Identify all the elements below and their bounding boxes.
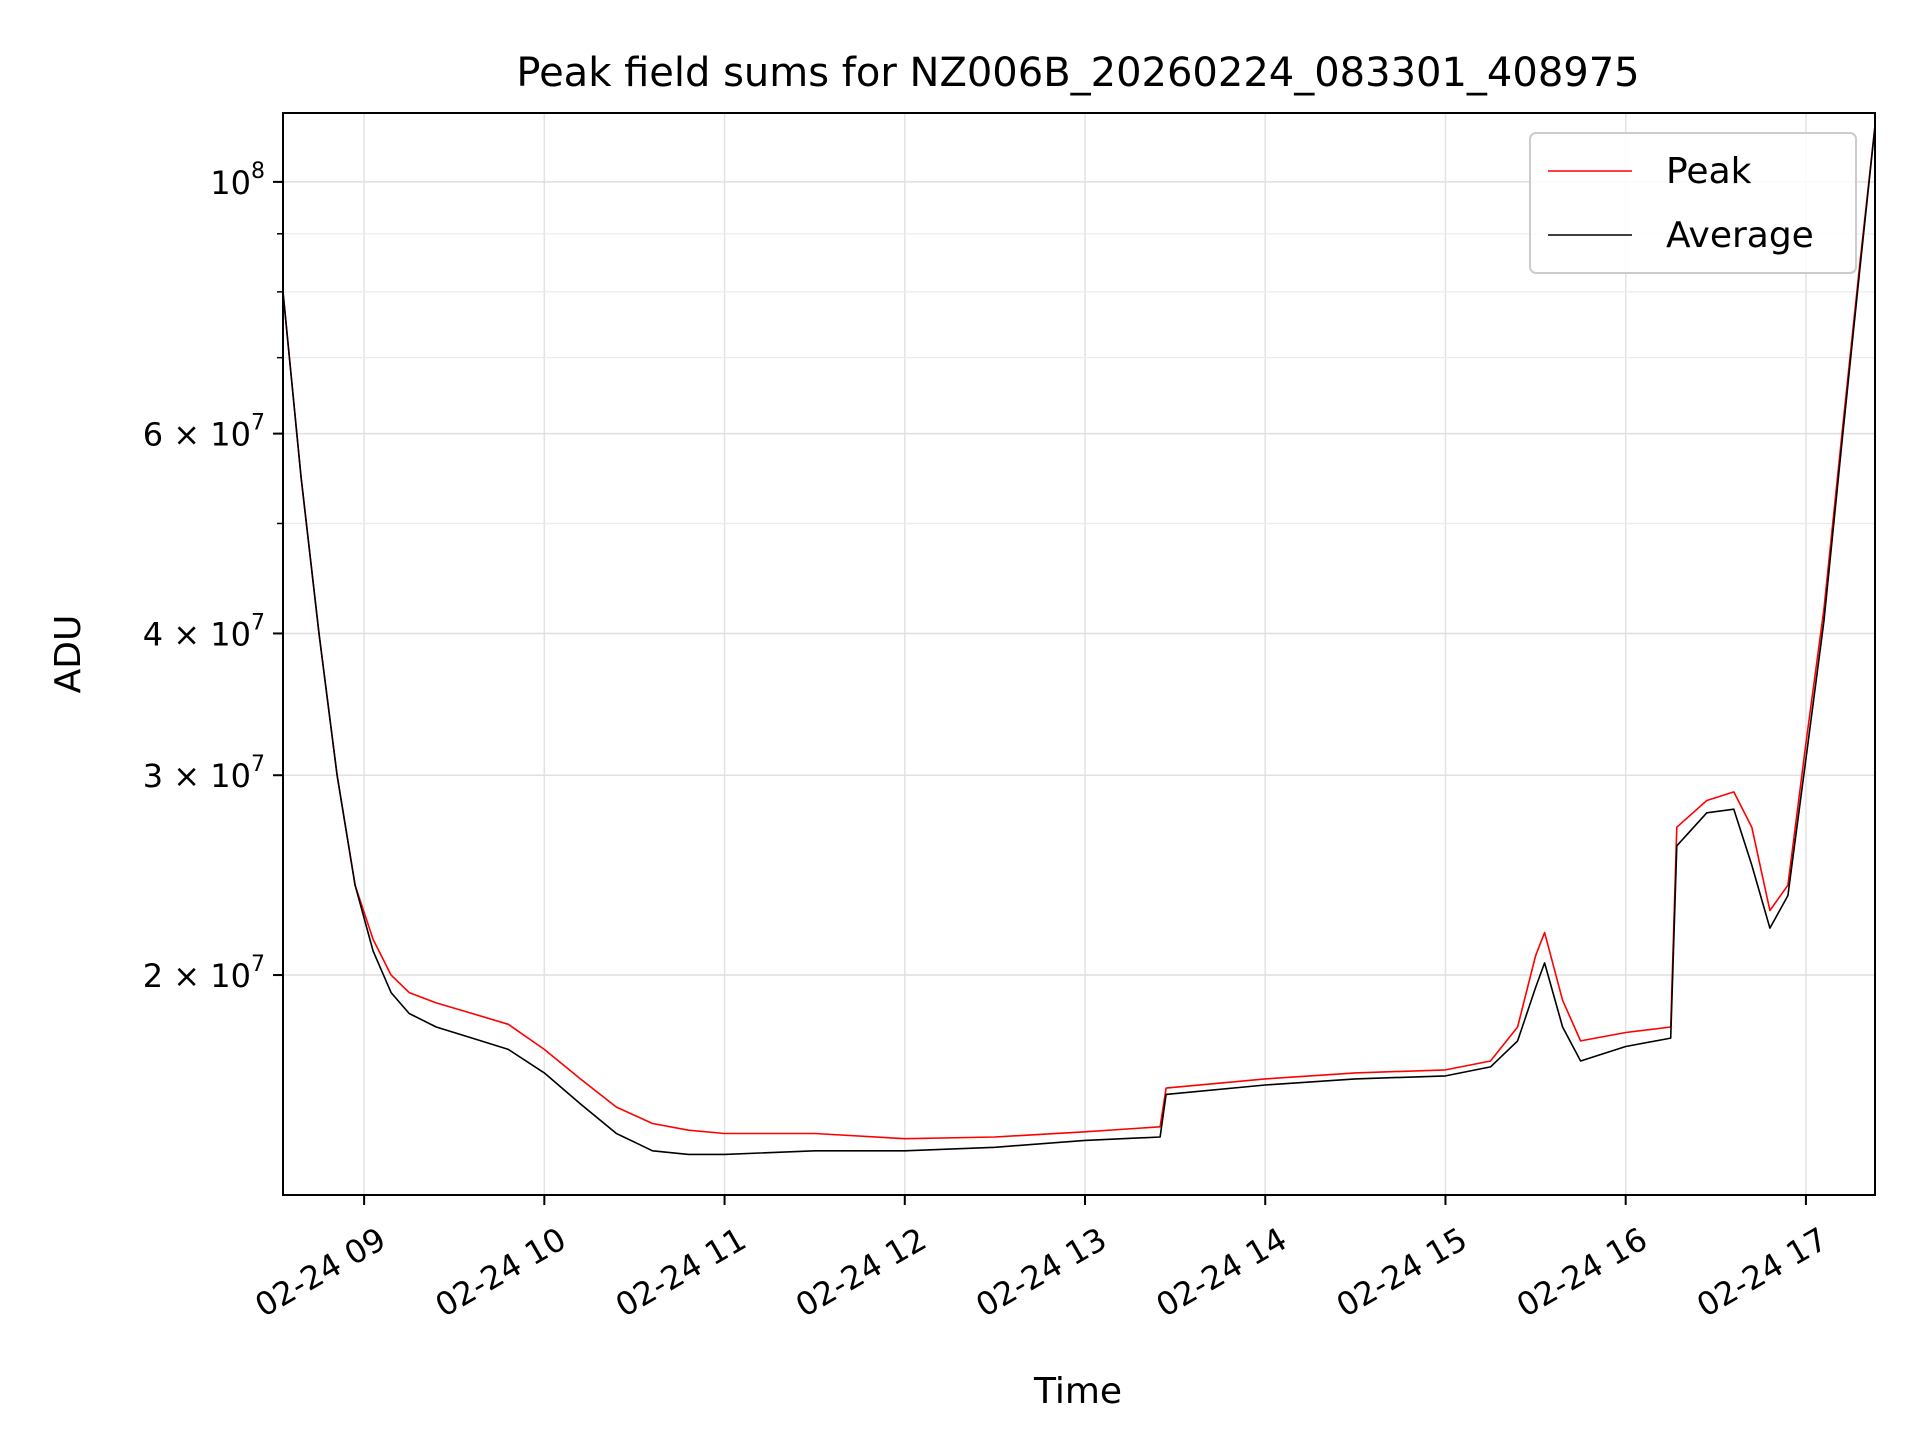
y-tick-base: 10: [210, 757, 251, 795]
y-tick-exponent: 7: [251, 752, 265, 777]
x-axis-label: Time: [1033, 1371, 1122, 1412]
series-line-average: [282, 125, 1876, 1156]
y-tick-exponent: 7: [251, 610, 265, 635]
y-tick-base: 10: [210, 957, 251, 995]
y-tick-base: 10: [210, 416, 251, 454]
y-tick-base: 10: [210, 164, 251, 202]
y-axis-label: ADU: [48, 615, 89, 694]
y-tick-label: 4 × 107: [143, 610, 265, 653]
legend-label-peak: Peak: [1666, 151, 1752, 192]
plot-frame: [282, 112, 1876, 1196]
y-tick-exponent: 7: [251, 411, 265, 436]
y-tick-label: 2 × 107: [143, 952, 265, 995]
chart-title: Peak field sums for NZ006B_20260224_0833…: [516, 50, 1639, 96]
y-tick-mantissa: 2 ×: [143, 957, 211, 995]
y-tick-label: 6 × 107: [143, 411, 265, 454]
y-tick-base: 10: [210, 615, 251, 653]
y-tick-label: 108: [210, 159, 265, 202]
series-line-peak: [282, 125, 1876, 1140]
y-tick-label: 3 × 107: [143, 752, 265, 795]
legend-label-average: Average: [1666, 215, 1814, 256]
legend: Peak Average: [1529, 132, 1857, 274]
y-tick-mantissa: 6 ×: [143, 416, 211, 454]
legend-box: [1529, 132, 1857, 274]
y-tick-mantissa: 3 ×: [143, 757, 211, 795]
series-layer: [282, 125, 1876, 1156]
y-tick-exponent: 8: [251, 159, 265, 184]
y-tick-mantissa: 4 ×: [143, 615, 211, 653]
y-tick-exponent: 7: [251, 952, 265, 977]
